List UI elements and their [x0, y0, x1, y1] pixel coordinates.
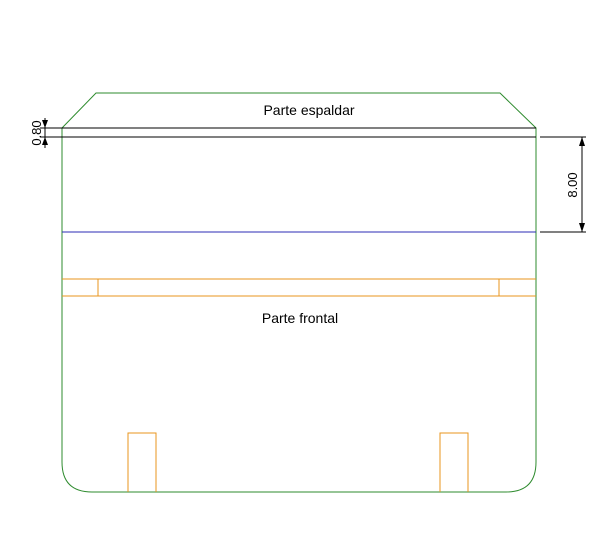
right-tab	[439, 432, 469, 492]
dimension-small-gap-text: 0.80	[29, 120, 44, 145]
left-tab	[127, 432, 157, 492]
outer-outline	[61, 92, 537, 493]
label-front-part: Parte frontal	[262, 310, 338, 326]
label-back-part: Parte espaldar	[263, 102, 354, 118]
dimension-band-height: 8.00	[540, 136, 586, 233]
dimension-band-height-text: 8.00	[565, 172, 580, 197]
dimension-small-gap: 0.80	[29, 118, 62, 148]
